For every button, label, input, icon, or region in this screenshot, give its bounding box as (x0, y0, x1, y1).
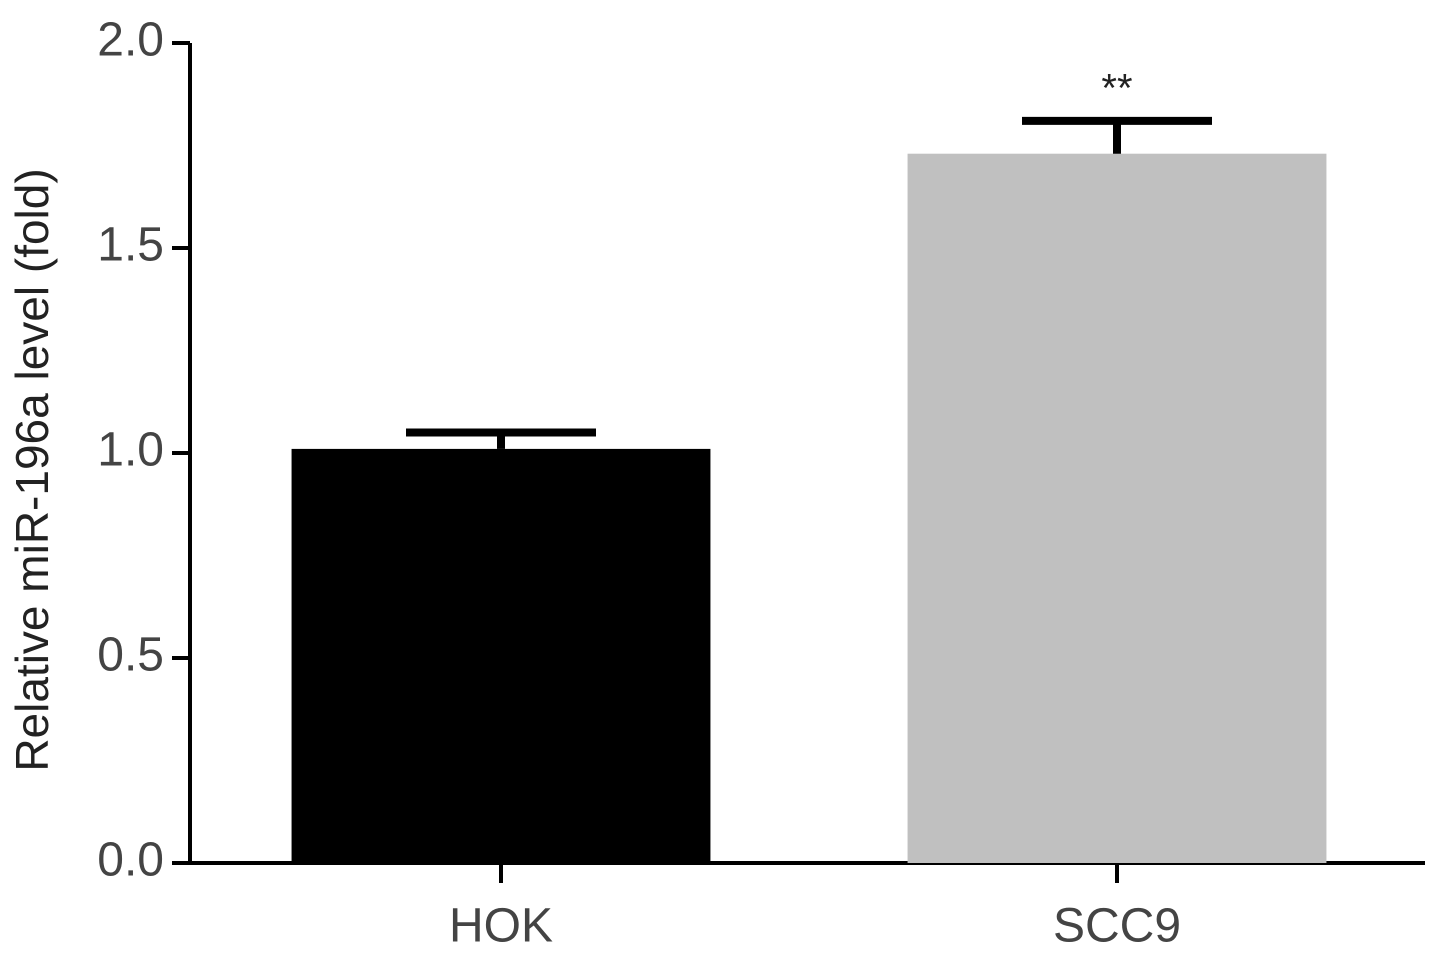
x-tick-label: HOK (449, 900, 553, 953)
x-tick-label: SCC9 (1053, 900, 1181, 953)
annotation: ** (1101, 66, 1132, 110)
y-tick-label: 1.0 (97, 424, 164, 477)
error-bar (406, 428, 596, 449)
error-bar (1022, 116, 1212, 154)
bar (907, 153, 1327, 863)
y-tick-label: 0.0 (97, 834, 164, 887)
y-tick-label: 1.5 (97, 219, 164, 272)
y-tick-label: 0.5 (97, 629, 164, 682)
y-tick-label: 2.0 (97, 14, 164, 67)
bar (291, 448, 711, 863)
y-axis-label: Relative miR-196a level (fold) (6, 168, 58, 771)
